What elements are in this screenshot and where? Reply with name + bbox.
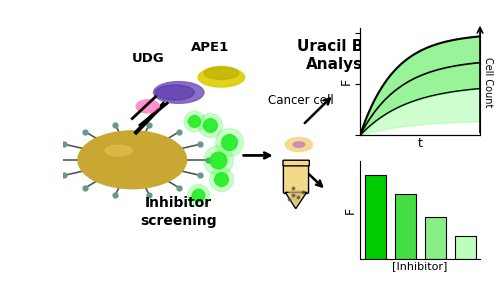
Ellipse shape (136, 100, 160, 113)
FancyBboxPatch shape (284, 163, 308, 193)
Ellipse shape (198, 67, 244, 87)
Ellipse shape (293, 142, 304, 147)
Bar (424, 217, 446, 259)
X-axis label: [Inhibitor]: [Inhibitor] (392, 261, 448, 271)
Point (225, 140, 233, 145)
Text: Uracil BER
Analysis: Uracil BER Analysis (297, 39, 386, 72)
Text: Cancer cell: Cancer cell (268, 94, 334, 107)
Y-axis label: F: F (344, 206, 357, 214)
Bar (394, 194, 415, 259)
Polygon shape (287, 190, 304, 205)
Ellipse shape (204, 67, 239, 80)
FancyBboxPatch shape (283, 160, 310, 166)
X-axis label: t: t (418, 137, 422, 150)
Y-axis label: Cell Count: Cell Count (483, 57, 493, 107)
Point (194, 192, 202, 197)
Point (214, 158, 222, 162)
Point (190, 118, 198, 123)
Ellipse shape (286, 138, 312, 152)
Ellipse shape (154, 81, 204, 103)
Ellipse shape (156, 85, 194, 100)
Point (190, 118, 198, 123)
Polygon shape (286, 192, 306, 209)
Bar (364, 175, 386, 259)
Ellipse shape (78, 131, 186, 189)
Y-axis label: F: F (340, 78, 352, 85)
Point (206, 123, 214, 127)
Point (218, 177, 226, 182)
Ellipse shape (105, 145, 132, 156)
Point (214, 158, 222, 162)
Text: Inhibitor
screening: Inhibitor screening (140, 196, 217, 228)
Point (218, 177, 226, 182)
Point (194, 192, 202, 197)
Point (225, 140, 233, 145)
Bar (454, 236, 475, 259)
Point (206, 123, 214, 127)
Text: UDG: UDG (132, 52, 164, 65)
Text: APE1: APE1 (190, 41, 229, 54)
